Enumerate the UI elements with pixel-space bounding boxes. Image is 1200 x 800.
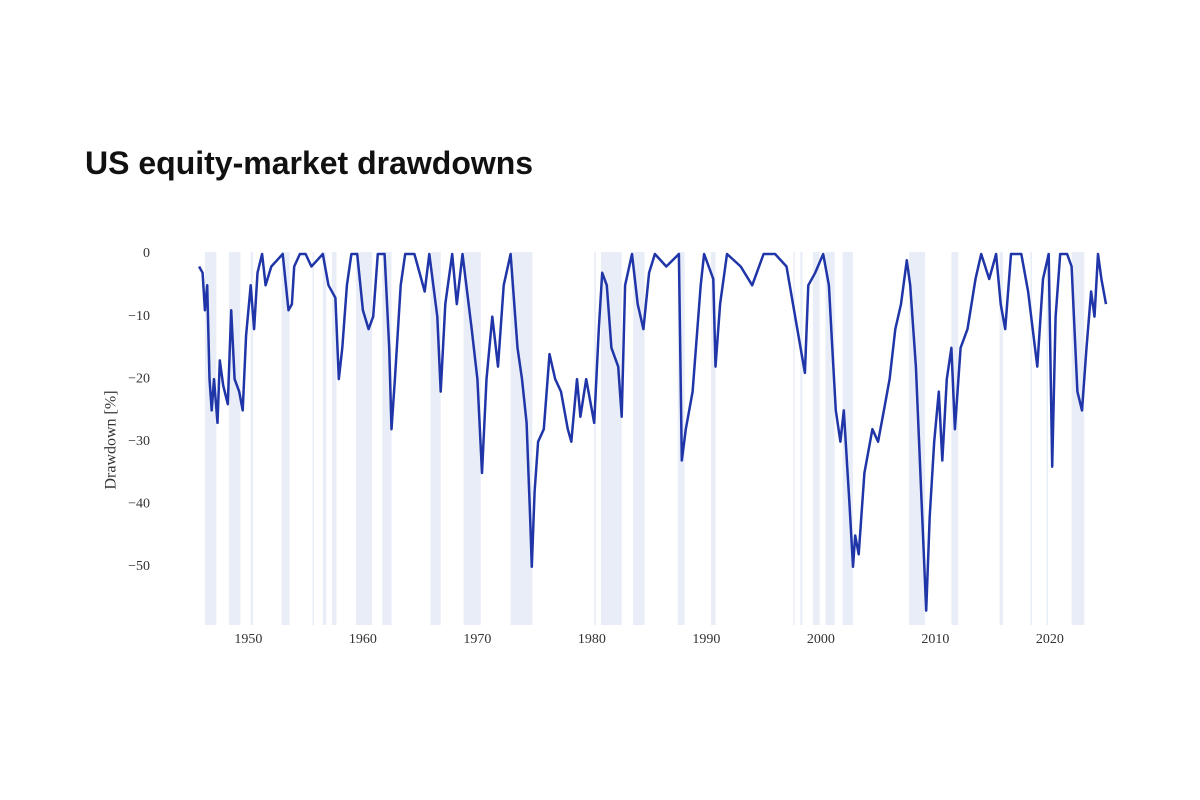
drawdown-line xyxy=(198,252,1108,612)
shaded-period xyxy=(800,252,803,625)
shaded-period xyxy=(909,252,926,625)
x-tick-label: 2000 xyxy=(807,632,835,647)
y-tick-label: −30 xyxy=(128,434,150,449)
shaded-period xyxy=(1046,252,1048,625)
shaded-period xyxy=(951,252,959,625)
x-tick-label: 1950 xyxy=(234,632,262,647)
shaded-period xyxy=(1030,252,1032,625)
shaded-period xyxy=(250,252,253,625)
x-tick-label: 1990 xyxy=(692,632,720,647)
y-tick-label: −10 xyxy=(128,309,150,324)
shaded-period xyxy=(228,252,241,625)
shaded-period xyxy=(331,252,337,625)
shaded-period xyxy=(430,252,441,625)
shaded-period xyxy=(601,252,622,625)
shaded-period xyxy=(633,252,645,625)
y-tick-label: 0 xyxy=(143,246,150,261)
x-tick-label: 1960 xyxy=(349,632,377,647)
y-tick-label: −40 xyxy=(128,496,150,511)
shaded-period xyxy=(356,252,373,625)
x-tick-label: 1980 xyxy=(578,632,606,647)
shaded-period xyxy=(322,252,327,625)
shaded-period xyxy=(594,252,596,625)
shaded-period xyxy=(999,252,1003,625)
x-tick-label: 1970 xyxy=(463,632,491,647)
shaded-period xyxy=(281,252,290,625)
y-tick-label: −20 xyxy=(128,371,150,386)
shaded-period xyxy=(825,252,835,625)
y-axis-label: Drawdown [%] xyxy=(103,390,120,489)
shaded-period xyxy=(710,252,716,625)
shaded-period xyxy=(382,252,392,625)
shaded-period xyxy=(812,252,820,625)
y-tick-label: −50 xyxy=(128,559,150,574)
shaded-period xyxy=(463,252,481,625)
shaded-period xyxy=(510,252,533,625)
x-tick-label: 2020 xyxy=(1036,632,1064,647)
shaded-period xyxy=(793,252,795,625)
x-tick-label: 2010 xyxy=(921,632,949,647)
shaded-period xyxy=(842,252,853,625)
chart-title: US equity-market drawdowns xyxy=(85,145,533,181)
shaded-period xyxy=(312,252,315,625)
shaded-period xyxy=(204,252,217,625)
